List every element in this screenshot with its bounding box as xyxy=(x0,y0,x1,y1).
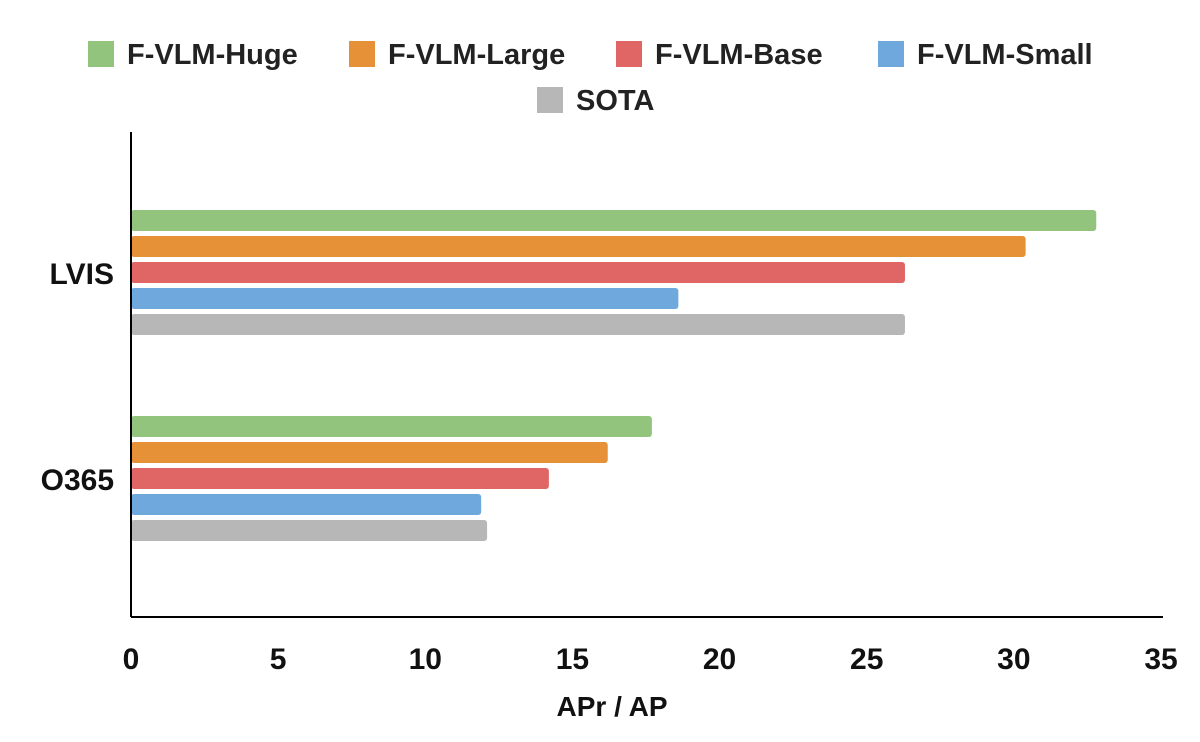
bar-o365-f-vlm-huge xyxy=(131,416,652,437)
bar-o365-sota xyxy=(131,520,488,541)
x-tick-label: 20 xyxy=(703,643,736,676)
x-tick-label: 15 xyxy=(556,643,589,676)
x-tick-label: 10 xyxy=(409,643,442,676)
bar-lvis-f-vlm-large xyxy=(131,236,1026,257)
legend-swatch-f-vlm-huge xyxy=(88,41,114,67)
legend-swatch-f-vlm-small xyxy=(878,41,904,67)
bar-lvis-f-vlm-base xyxy=(131,262,905,283)
category-label-o365: O365 xyxy=(41,464,114,497)
category-label-lvis: LVIS xyxy=(50,258,114,291)
x-axis-title: APr / AP xyxy=(557,691,668,722)
x-tick-label: 0 xyxy=(123,643,140,676)
x-tick-label: 25 xyxy=(850,643,883,676)
bars-group xyxy=(131,210,1097,541)
x-tick-label: 35 xyxy=(1144,643,1177,676)
legend-swatch-f-vlm-base xyxy=(616,41,642,67)
bar-lvis-f-vlm-small xyxy=(131,288,679,309)
legend: F-VLM-Huge F-VLM-Large F-VLM-Base F-VLM-Sma… xyxy=(88,39,1093,117)
bar-o365-f-vlm-small xyxy=(131,494,482,515)
legend-label-f-vlm-huge: F-VLM-Huge xyxy=(127,39,298,71)
x-tick-label: 5 xyxy=(270,643,287,676)
bar-lvis-sota xyxy=(131,314,905,335)
legend-swatch-f-vlm-large xyxy=(349,41,375,67)
x-tick-label: 30 xyxy=(997,643,1030,676)
legend-label-f-vlm-base: F-VLM-Base xyxy=(655,39,823,71)
legend-label-f-vlm-large: F-VLM-Large xyxy=(388,39,565,71)
legend-label-sota: SOTA xyxy=(576,85,654,117)
legend-swatch-sota xyxy=(537,87,563,113)
bar-o365-f-vlm-base xyxy=(131,468,549,489)
bar-o365-f-vlm-large xyxy=(131,442,608,463)
bar-lvis-f-vlm-huge xyxy=(131,210,1097,231)
x-tick-labels: 0 5 10 15 20 25 30 35 xyxy=(123,643,1178,676)
legend-label-f-vlm-small: F-VLM-Small xyxy=(917,39,1093,71)
category-labels: LVIS O365 xyxy=(41,258,114,497)
